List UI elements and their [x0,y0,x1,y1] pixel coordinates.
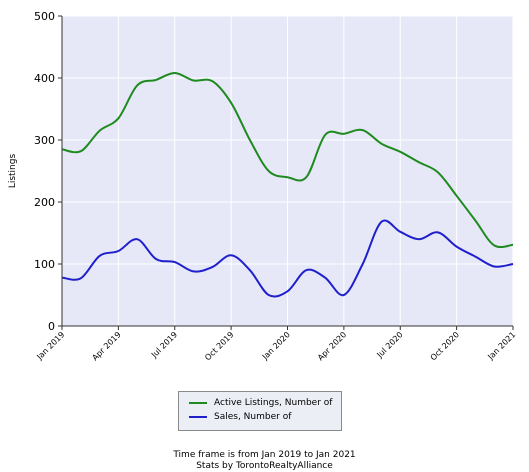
x-tick-label-4: Jan 2020 [260,330,292,362]
legend-swatch-active-listings [189,402,207,404]
x-tick-label-6: Jul 2020 [375,330,405,360]
y-tick-label-0: 0 [48,320,55,333]
chart-legend: Active Listings, Number of Sales, Number… [178,391,342,431]
legend-label-sales: Sales, Number of [214,412,292,422]
y-tick-label-400: 400 [34,72,55,85]
axes [58,15,514,330]
legend-label-active-listings: Active Listings, Number of [214,398,333,408]
x-tick-label-8: Jan 2021 [485,330,517,362]
series-line-active-listings [61,71,514,249]
y-tick-label-300: 300 [34,134,55,147]
y-axis-label: Listings [8,154,18,189]
series-lines [61,71,514,298]
y-tick-label-200: 200 [34,196,55,209]
caption-timeframe: Time frame is from Jan 2019 to Jan 2021 [173,450,356,460]
x-tick-label-3: Oct 2019 [203,330,235,362]
series-line-sales [61,219,514,298]
x-tick-label-1: Apr 2019 [90,330,122,362]
caption-source: Stats by TorontoRealtyAlliance [196,461,333,471]
y-tick-label-100: 100 [34,258,55,271]
legend-swatch-sales [189,416,207,418]
x-tick-label-2: Jul 2019 [149,330,179,360]
y-tick-label-500: 500 [34,10,55,23]
y-tick-labels: 0 100 200 300 400 500 [34,10,55,333]
grid-lines [61,15,514,326]
x-tick-labels: Jan 2019 Apr 2019 Jul 2019 Oct 2019 Jan 2020… [34,330,517,362]
x-tick-label-0: Jan 2019 [34,330,66,362]
x-tick-label-7: Oct 2020 [429,330,461,362]
x-tick-label-5: Apr 2020 [316,330,348,362]
